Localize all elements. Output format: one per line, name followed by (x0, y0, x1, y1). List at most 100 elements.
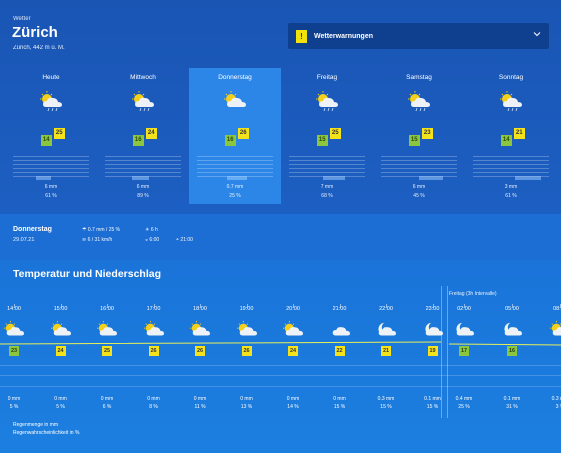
day-column-heute[interactable]: Heute 14 25 6 mm 61 % (5, 68, 97, 204)
temp-badge: 26 (241, 346, 252, 356)
day-detail: Donnerstag 29.07.21 ☂ 0.7 mm / 25 % ≋ 6 … (0, 214, 561, 260)
sun-cloud-icon (94, 320, 120, 340)
min-temp-badge: 15 (316, 135, 328, 146)
hour-column: 05:00 16 0.1 mm 31 % (489, 298, 535, 420)
rain-amount: 0 mm (7, 396, 21, 402)
sun-cloud-icon (141, 320, 167, 340)
grid-line (0, 365, 561, 366)
rain-amount: 0 mm (100, 396, 114, 402)
grid-line (0, 386, 561, 387)
day-name: Heute (42, 74, 60, 81)
day-column-sonntag[interactable]: Sonntag 14 21 3 mm 61 % (465, 68, 557, 204)
max-temp-badge: 21 (513, 128, 525, 139)
hour-tick (386, 304, 387, 308)
day-column-donnerstag[interactable]: Donnerstag 16 26 0.7 mm 25 % (189, 68, 281, 204)
day-separator (441, 286, 442, 418)
min-temp-badge: 14 (500, 135, 512, 146)
hour-tick (464, 304, 465, 308)
rain-probability: 5 % (56, 404, 65, 410)
grid-line (0, 375, 561, 376)
hourly-forecast: 14:00 23 0 mm 5 % 15:00 24 0 mm 5 % 16:00 25 0 mm 6… (0, 298, 561, 428)
rain-probability: 61 % (505, 193, 517, 199)
min-temp-badge: 16 (132, 135, 144, 146)
hour-time: 14:00 (7, 306, 21, 312)
day-column-samstag[interactable]: Samstag 15 23 6 mm 45 % (373, 68, 465, 204)
sunset-stat: ◓ 21:00 (176, 237, 193, 243)
sun-cloud-icon (234, 320, 260, 340)
hour-tick (432, 304, 434, 308)
rain-graph (105, 156, 181, 180)
rain-amount: 0 mm (147, 396, 160, 402)
rain-probability: 5 % (9, 404, 19, 410)
rain-probability: 3 % (555, 404, 561, 410)
hour-column: 15:00 24 0 mm 5 % (38, 298, 84, 420)
detail-day: Donnerstag (13, 226, 52, 233)
temp-badge: 26 (195, 346, 205, 356)
rain-graph (381, 156, 457, 180)
hour-tick (14, 304, 15, 308)
sun-cloud-rain-icon (496, 90, 526, 112)
day-separator (447, 286, 448, 418)
hour-tick (153, 304, 155, 308)
sun-cloud-rain-icon (312, 90, 342, 112)
rain-amount: 0.3 mm (377, 396, 395, 402)
hour-tick (107, 304, 108, 308)
rain-amount: 6 mm (136, 184, 150, 190)
moon-cloud-icon (420, 320, 446, 340)
hour-column: 16:00 25 0 mm 6 % (84, 298, 130, 420)
hour-column: 02:00 17 0.4 mm 25 % (441, 298, 487, 420)
cloud-icon (327, 320, 353, 340)
detail-date: 29.07.21 (13, 237, 35, 243)
sun-cloud-icon (280, 320, 306, 340)
day-name: Mittwoch (130, 74, 156, 81)
hour-tick (512, 304, 513, 308)
wind-stat: ≋ 6 / 31 km/h (82, 237, 113, 243)
sun-cloud-rain-icon (128, 90, 158, 112)
day-column-freitag[interactable]: Freitag 15 25 7 mm 68 % (281, 68, 373, 204)
hour-column: 22:00 21 0.3 mm 15 % (363, 298, 409, 420)
wind-stat-value: 6 / 31 km/h (87, 237, 113, 243)
hour-time: 02:00 (457, 306, 471, 312)
rain-probability: 13 % (240, 404, 253, 410)
city-title: Zürich (12, 24, 58, 41)
rain-amount: 0 mm (54, 396, 67, 402)
temp-badge: 26 (148, 346, 159, 356)
max-temp-badge: 23 (421, 128, 433, 139)
rain-graph (289, 156, 365, 180)
day-column-mittwoch[interactable]: Mittwoch 16 24 6 mm 89 % (97, 68, 189, 204)
sunrise-stat: ◒ 6:00 (145, 237, 160, 243)
hour-time: 08:00 (553, 306, 561, 312)
rain-amount: 0 mm (286, 396, 300, 402)
chevron-down-icon (533, 32, 541, 37)
sunshine-stat-value: 6 h (150, 227, 158, 233)
moon-cloud-icon (451, 320, 477, 340)
temp-badge: 23 (9, 346, 19, 356)
legend-rain: Regenmenge in mm (13, 422, 59, 428)
rain-amount: 0 mm (333, 396, 346, 402)
rain-amount: 0 mm (240, 396, 253, 402)
temp-badge: 19 (427, 346, 438, 356)
rain-amount: 0.1 mm (503, 396, 521, 402)
max-temp-badge: 25 (53, 128, 65, 139)
rain-probability: 15 % (380, 404, 392, 410)
weather-warnings-dropdown[interactable]: ! Wetterwarnungen (288, 23, 549, 49)
rain-amount: 0.7 mm (226, 184, 244, 190)
sun-cloud-icon (48, 320, 74, 340)
daily-forecast: Heute 14 25 6 mm 61 % Mittwoch 16 24 6 mm 89 % Don… (5, 68, 557, 204)
day-name: Samstag (406, 74, 432, 81)
sun-cloud-rain-icon (36, 90, 66, 112)
moon-cloud-icon (373, 320, 399, 340)
hour-column: 19:00 26 0 mm 13 % (224, 298, 270, 420)
rain-probability: 45 % (413, 193, 425, 199)
hour-column: 14:00 23 0 mm 5 % (0, 298, 37, 420)
sunrise-stat-value: 6:00 (149, 237, 160, 243)
hour-time: 05:00 (505, 306, 519, 312)
temp-badge: 21 (381, 346, 391, 356)
rain-probability: 61 % (45, 193, 57, 199)
hour-column: 23:00 19 0.1 mm 15 % (410, 298, 456, 420)
temp-badge: 24 (288, 346, 298, 356)
rain-probability: 25 % (229, 193, 241, 199)
max-temp-badge: 26 (237, 128, 249, 139)
section-eyebrow: Wetter (13, 16, 31, 22)
rain-amount: 0.3 mm (551, 396, 561, 402)
